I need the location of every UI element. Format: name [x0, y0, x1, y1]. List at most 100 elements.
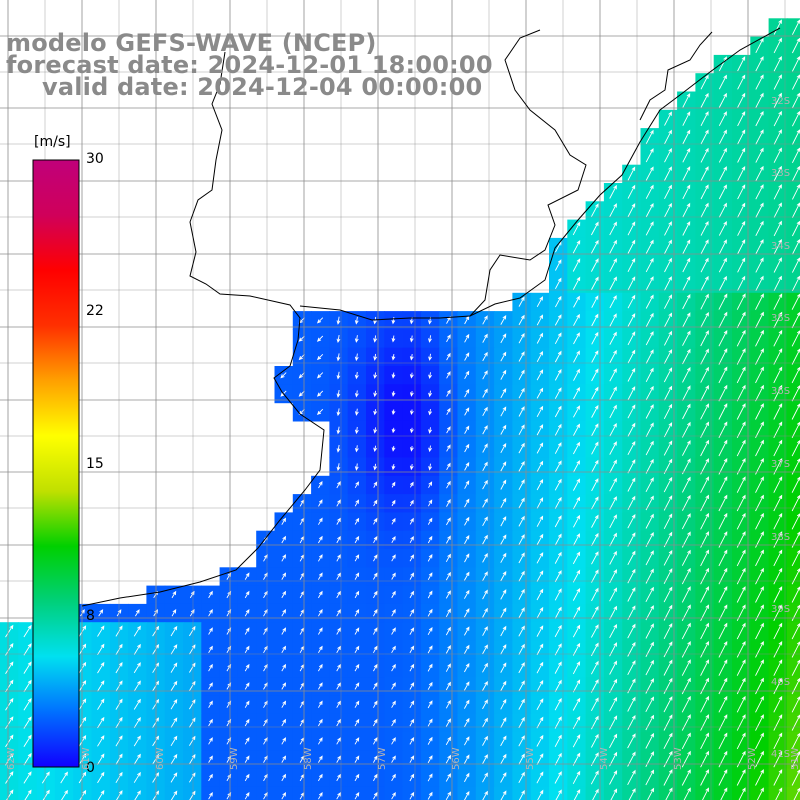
wind-vector: [170, 772, 178, 783]
wind-vector: [736, 659, 746, 676]
wind-vector: [409, 682, 415, 690]
wind-vector: [336, 682, 341, 690]
wind-vector: [627, 349, 636, 364]
wind-vector: [208, 590, 213, 599]
wind-speed-cell: [786, 146, 800, 166]
wind-vector: [445, 553, 451, 563]
wind-vector: [736, 348, 746, 365]
wind-vector: [773, 476, 783, 493]
wind-vector: [663, 550, 673, 566]
wind-vector: [737, 257, 746, 273]
wind-vector: [700, 239, 709, 255]
wind-vector: [773, 659, 783, 676]
wind-vector: [555, 259, 562, 271]
wind-vector: [280, 372, 287, 379]
lat-label-36s: 36S: [771, 386, 791, 397]
wind-vector: [354, 371, 359, 380]
wind-vector: [736, 293, 746, 310]
wind-vector: [518, 716, 525, 729]
wind-vector: [536, 661, 544, 674]
wind-vector: [627, 404, 636, 419]
wind-vector: [318, 572, 323, 580]
wind-vector: [152, 625, 160, 637]
wind-vector: [336, 737, 341, 745]
wind-vector: [554, 442, 562, 454]
wind-vector: [755, 92, 764, 108]
wind-vector: [244, 791, 250, 800]
wind-vector: [445, 736, 452, 746]
wind-vector: [591, 295, 599, 308]
wind-vector: [573, 460, 581, 473]
wind-vector: [664, 166, 672, 181]
wind-vector: [316, 408, 324, 416]
wind-vector: [700, 202, 709, 218]
wind-speed-cell: [713, 786, 733, 800]
wind-vector: [663, 732, 673, 750]
wind-vector: [482, 498, 488, 508]
wind-vector: [445, 699, 451, 709]
wind-vector: [645, 696, 655, 713]
wind-vector: [682, 202, 691, 218]
wind-vector: [373, 773, 378, 782]
colorbar-tick-0: 0: [86, 760, 95, 776]
wind-vector: [281, 627, 287, 635]
wind-vector: [536, 497, 544, 509]
wind-vector: [573, 368, 580, 381]
wind-vector: [664, 111, 672, 126]
wind-vector: [573, 313, 580, 326]
wind-vector: [428, 499, 433, 507]
wind-vector: [663, 769, 673, 786]
wind-vector: [664, 257, 672, 273]
wind-vector: [755, 366, 764, 384]
wind-vector: [244, 755, 250, 763]
wind-speed-cell: [786, 475, 800, 495]
wind-vector: [427, 755, 433, 764]
wind-vector: [536, 588, 544, 601]
wind-vector: [755, 311, 764, 329]
wind-vector: [627, 733, 636, 749]
wind-vector: [718, 622, 728, 640]
wind-vector: [373, 427, 378, 434]
wind-vector: [736, 494, 746, 512]
wind-vector: [391, 427, 396, 434]
wind-vector: [591, 258, 599, 272]
wind-vector: [755, 640, 764, 658]
wind-vector: [354, 408, 359, 416]
wind-vector: [718, 567, 728, 585]
wind-vector: [627, 495, 636, 511]
wind-vector: [500, 333, 507, 344]
wind-vector: [681, 732, 691, 750]
wind-vector: [153, 609, 158, 617]
wind-vector: [700, 732, 709, 750]
wind-speed-cell: [786, 658, 800, 678]
wind-vector: [591, 733, 599, 748]
wind-speed-cell: [786, 292, 800, 312]
wind-vector: [591, 551, 599, 565]
wind-vector: [737, 220, 746, 236]
wind-vector: [336, 773, 341, 782]
wind-vector: [373, 755, 378, 763]
wind-vector: [373, 390, 378, 398]
wind-vector: [682, 221, 691, 236]
wind-vector: [336, 353, 341, 362]
wind-vector: [354, 718, 360, 727]
wind-vector: [573, 295, 580, 308]
rio-de-la-plata-shore: [299, 27, 781, 321]
wind-vector: [645, 148, 654, 163]
wind-speed-cell: [786, 18, 800, 38]
wind-vector: [664, 202, 672, 218]
wind-vector: [281, 590, 287, 599]
wind-vector: [609, 276, 617, 291]
wind-vector: [609, 569, 618, 584]
wind-vector: [591, 221, 599, 236]
wind-vector: [336, 755, 341, 763]
wind-vector: [500, 552, 507, 563]
wind-vector: [518, 515, 525, 527]
wind-vector: [573, 789, 581, 800]
wind-vector: [736, 384, 746, 402]
wind-vector: [336, 390, 341, 398]
wind-vector: [208, 682, 213, 690]
wind-vector: [627, 386, 636, 401]
wind-vector: [609, 477, 617, 492]
wind-vector: [316, 353, 324, 361]
